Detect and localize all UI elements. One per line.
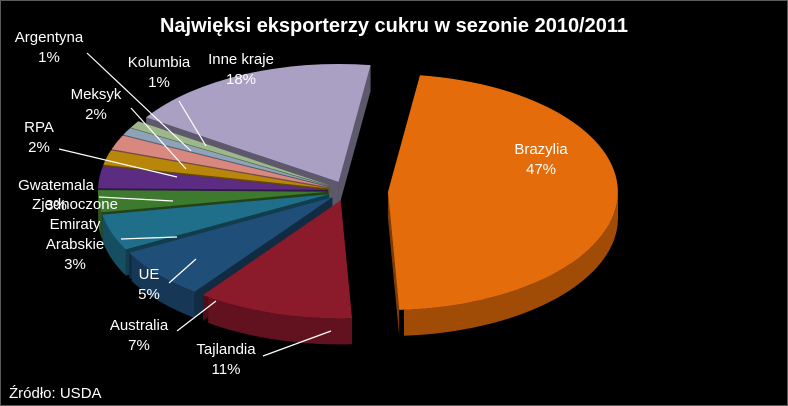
- label-gwatemala: Gwatemala 3%: [18, 177, 95, 214]
- slice-labels: Brazylia 47% Tajlandia 11% Australia 7% UE 5% Zj…: [15, 29, 569, 378]
- slice-tajlandia: [202, 200, 352, 345]
- label-ue: UE 5%: [138, 266, 160, 303]
- label-tajlandia: Tajlandia 11%: [196, 341, 256, 378]
- label-inne-kraje: Inne kraje 18%: [208, 51, 274, 88]
- leader-line-ue: [168, 258, 197, 284]
- leader-line-zjednoczone-emiraty-arabskie: [120, 236, 178, 240]
- slice-brazylia: [387, 75, 618, 336]
- leader-line-gwatemala: [98, 196, 174, 202]
- source-note: Źródło: USDA: [9, 385, 102, 402]
- pie-slices-3d: [98, 63, 618, 345]
- label-kolumbia: Kolumbia 1%: [128, 54, 191, 91]
- leader-line-tajlandia: [262, 330, 332, 357]
- label-australia: Australia 7%: [110, 317, 169, 354]
- leader-line-argentyna: [86, 52, 192, 152]
- leader-line-rpa: [58, 148, 178, 178]
- label-meksyk: Meksyk 2%: [71, 86, 122, 123]
- leader-lines: [58, 52, 332, 357]
- chart-title: Najwięksi eksporterzy cukru w sezonie 20…: [159, 15, 629, 37]
- label-argentyna: Argentyna 1%: [15, 29, 84, 66]
- label-brazylia: Brazylia 47%: [514, 141, 568, 178]
- leader-line-kolumbia: [178, 100, 207, 147]
- label-zjednoczone-emiraty-arabskie: Zjednoczone Emiraty Arabskie 3%: [32, 196, 118, 273]
- label-rpa: RPA 2%: [24, 119, 54, 156]
- leader-line-meksyk: [130, 107, 187, 170]
- leader-line-australia: [176, 300, 217, 332]
